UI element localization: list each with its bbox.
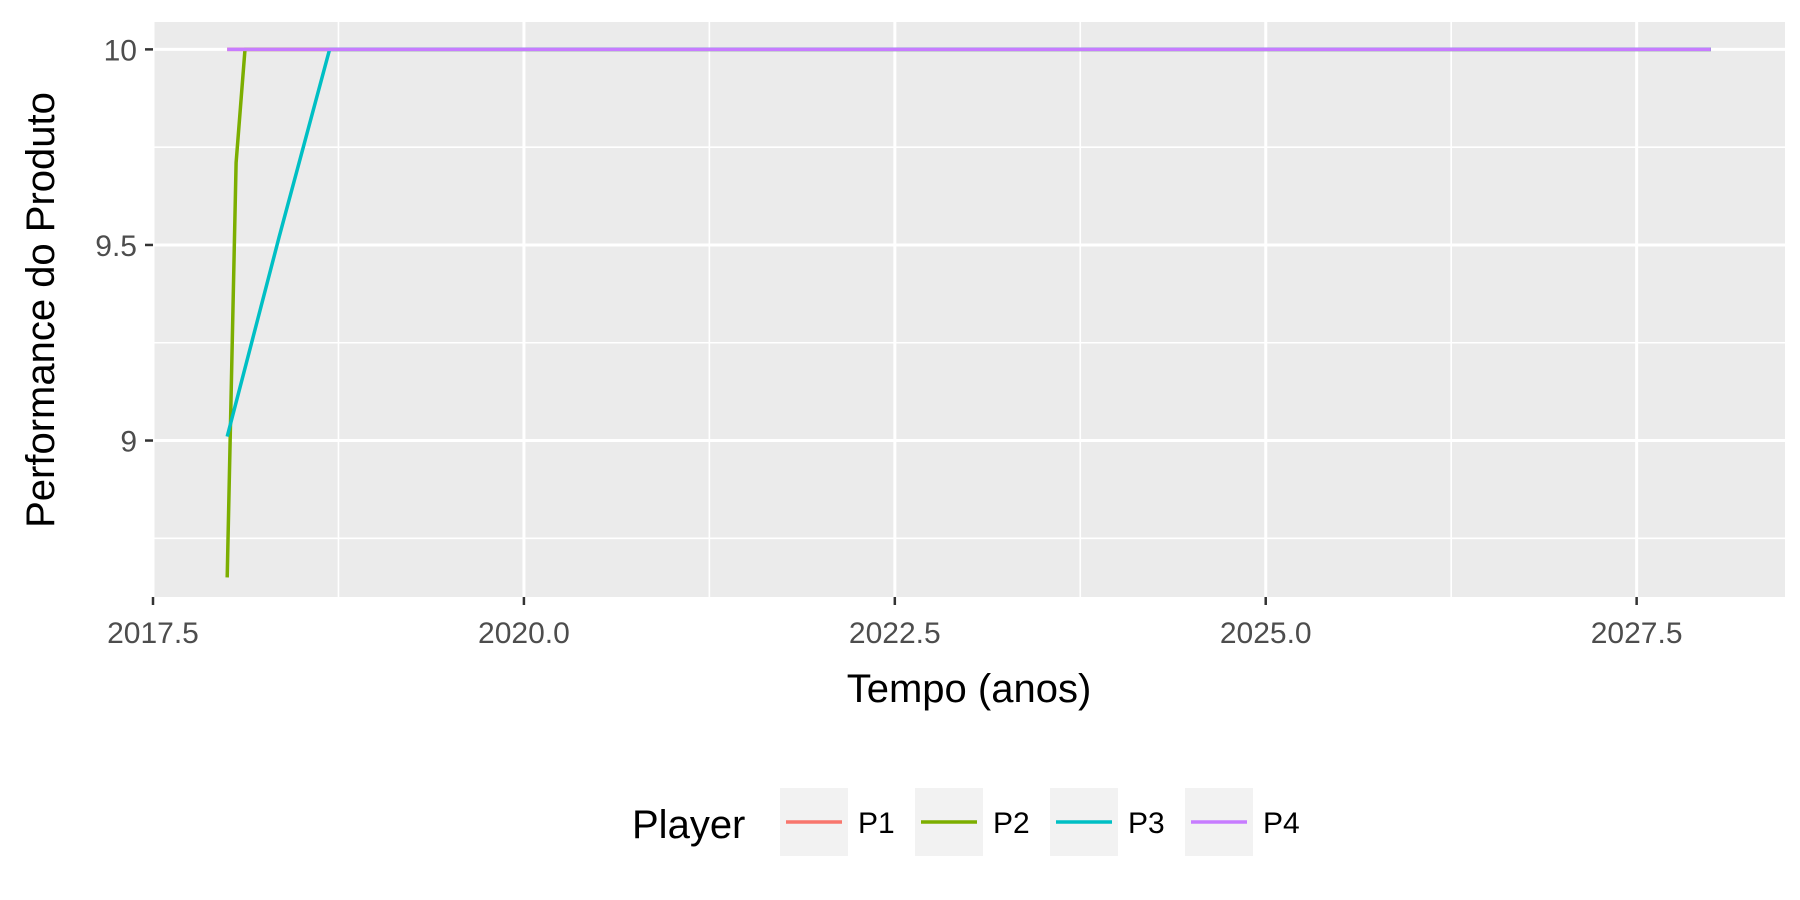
x-tick-label: 2017.5 (107, 617, 199, 650)
x-tick-label: 2020.0 (478, 617, 570, 650)
x-tick-label: 2022.5 (849, 617, 941, 650)
y-tick-label: 9.5 (95, 230, 137, 263)
y-tick-label: 9 (120, 426, 137, 459)
y-axis-title: Performance do Produto (19, 92, 63, 528)
x-tick-label: 2025.0 (1220, 617, 1312, 650)
legend-label-p4: P4 (1263, 807, 1300, 840)
legend: Player P1 P2 P3 P4 (632, 788, 1300, 856)
x-axis-title: Tempo (anos) (847, 667, 1092, 711)
x-axis-ticks: 2017.5 2020.0 2022.5 2025.0 2027.5 (107, 597, 1683, 650)
x-tick-label: 2027.5 (1591, 617, 1683, 650)
series-lines (225, 47, 1711, 578)
legend-label-p1: P1 (858, 807, 895, 840)
legend-label-p2: P2 (993, 807, 1030, 840)
y-axis-ticks: 9 9.5 10 (95, 34, 153, 459)
y-tick-label: 10 (104, 34, 137, 67)
legend-items: P1 P2 P3 P4 (780, 788, 1300, 856)
legend-label-p3: P3 (1128, 807, 1165, 840)
grid-minor (153, 22, 1785, 597)
legend-title: Player (632, 803, 745, 847)
panel-background (153, 22, 1785, 597)
